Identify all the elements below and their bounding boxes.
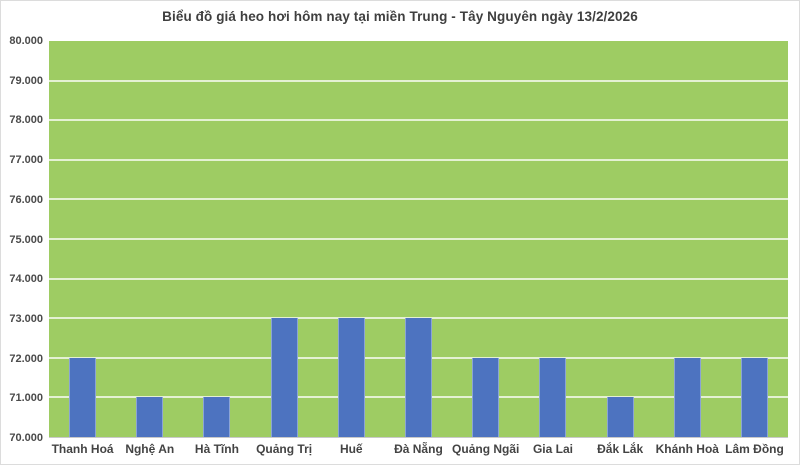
gridline — [49, 277, 788, 280]
chart-bar — [539, 357, 567, 437]
y-tick-label: 77.000 — [9, 154, 43, 167]
chart-bar — [337, 318, 365, 437]
chart-bar — [606, 397, 634, 437]
bar-slot — [183, 41, 250, 437]
bar-slot — [519, 41, 586, 437]
y-axis: 80.000 79.000 78.000 77.000 76.000 75.000 74.0… — [1, 35, 43, 444]
chart-bar — [673, 357, 701, 437]
x-tick-label: Quảng Trị — [256, 442, 313, 456]
x-tick-label: Đắk Lắk — [597, 442, 644, 456]
y-tick-label: 71.000 — [9, 392, 43, 405]
chart-bar — [270, 318, 298, 437]
x-axis: Thanh Hoá Nghệ An Hà Tĩnh Quảng Trị Huế Đà Nẵ… — [49, 442, 788, 457]
x-tick-label: Nghệ An — [125, 442, 175, 456]
bar-slot — [251, 41, 318, 437]
y-tick-label: 70.000 — [9, 432, 43, 444]
x-tick-label: Gia Lai — [532, 442, 573, 456]
gridline — [49, 238, 788, 240]
y-tick-label: 74.000 — [9, 273, 43, 286]
plot-area — [49, 41, 788, 438]
chart-bar — [136, 397, 164, 437]
bar-slot — [587, 41, 654, 437]
gridline — [49, 79, 788, 82]
y-tick-label: 75.000 — [9, 233, 43, 246]
bar-slot — [452, 41, 519, 437]
bar-slot — [654, 41, 721, 437]
chart-bar — [69, 357, 97, 437]
y-tick-label: 79.000 — [9, 74, 43, 87]
y-tick-label: 73.000 — [9, 312, 43, 325]
y-tick-label: 76.000 — [9, 193, 43, 206]
bar-slot — [318, 41, 385, 437]
bar-slot — [49, 41, 116, 437]
bar-slot — [721, 41, 788, 437]
x-tick-label: Thanh Hoá — [51, 442, 114, 456]
gridline — [49, 119, 788, 122]
x-tick-label: Khánh Hoà — [655, 442, 719, 456]
chart-title: Biểu đồ giá heo hơi hôm nay tại miền Tru… — [162, 9, 638, 24]
gridline — [49, 317, 788, 320]
y-tick-label: 80.000 — [9, 35, 43, 47]
x-tick-label: Đà Nẵng — [394, 442, 443, 456]
chart-bar — [203, 397, 231, 437]
gridline — [49, 198, 788, 201]
y-tick-label: 72.000 — [9, 352, 43, 365]
chart-bar — [405, 318, 433, 437]
y-tick-label: 78.000 — [9, 114, 43, 127]
x-tick-label: Huế — [339, 442, 363, 456]
chart-bar — [740, 357, 768, 437]
chart-bar — [472, 357, 500, 437]
gridline — [49, 158, 788, 161]
bar-slot — [385, 41, 452, 437]
x-tick-label: Hà Tĩnh — [194, 442, 239, 456]
bars-row — [49, 41, 788, 437]
x-tick-label: Quảng Ngãi — [452, 442, 520, 456]
bar-slot — [116, 41, 183, 437]
x-tick-label: Lâm Đồng — [725, 442, 784, 456]
